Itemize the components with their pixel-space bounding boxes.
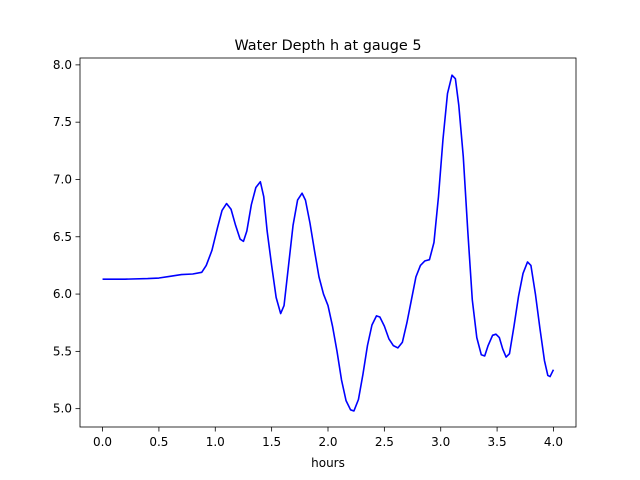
x-axis-label: hours	[311, 456, 345, 470]
axes-frame	[79, 57, 577, 428]
x-tick-label: 2.5	[375, 435, 394, 449]
y-tick-label: 6.5	[53, 230, 72, 244]
x-tick-label: 1.0	[206, 435, 225, 449]
y-tick-label: 5.0	[53, 402, 72, 416]
x-tick-label: 0.5	[149, 435, 168, 449]
y-tick-label: 8.0	[53, 58, 72, 72]
x-tick-label: 0.0	[93, 435, 112, 449]
y-tick-label: 7.5	[53, 115, 72, 129]
x-tick-label: 4.0	[544, 435, 563, 449]
y-tick-label: 7.0	[53, 172, 72, 186]
x-tick-label: 3.5	[488, 435, 507, 449]
chart-title: Water Depth h at gauge 5	[234, 38, 421, 54]
y-tick-label: 6.0	[53, 287, 72, 301]
series-line	[102, 74, 555, 412]
x-tick-label: 1.5	[262, 435, 281, 449]
plot-area: 0.0 0.5 1.0 1.5 2.0 2.5 3.0 3.5 4.0 5.0 5.5 6.0 6.5 7…	[53, 57, 577, 449]
x-tick-label: 2.0	[318, 435, 337, 449]
y-tick-label: 5.5	[53, 344, 72, 358]
x-tick-label: 3.0	[431, 435, 450, 449]
